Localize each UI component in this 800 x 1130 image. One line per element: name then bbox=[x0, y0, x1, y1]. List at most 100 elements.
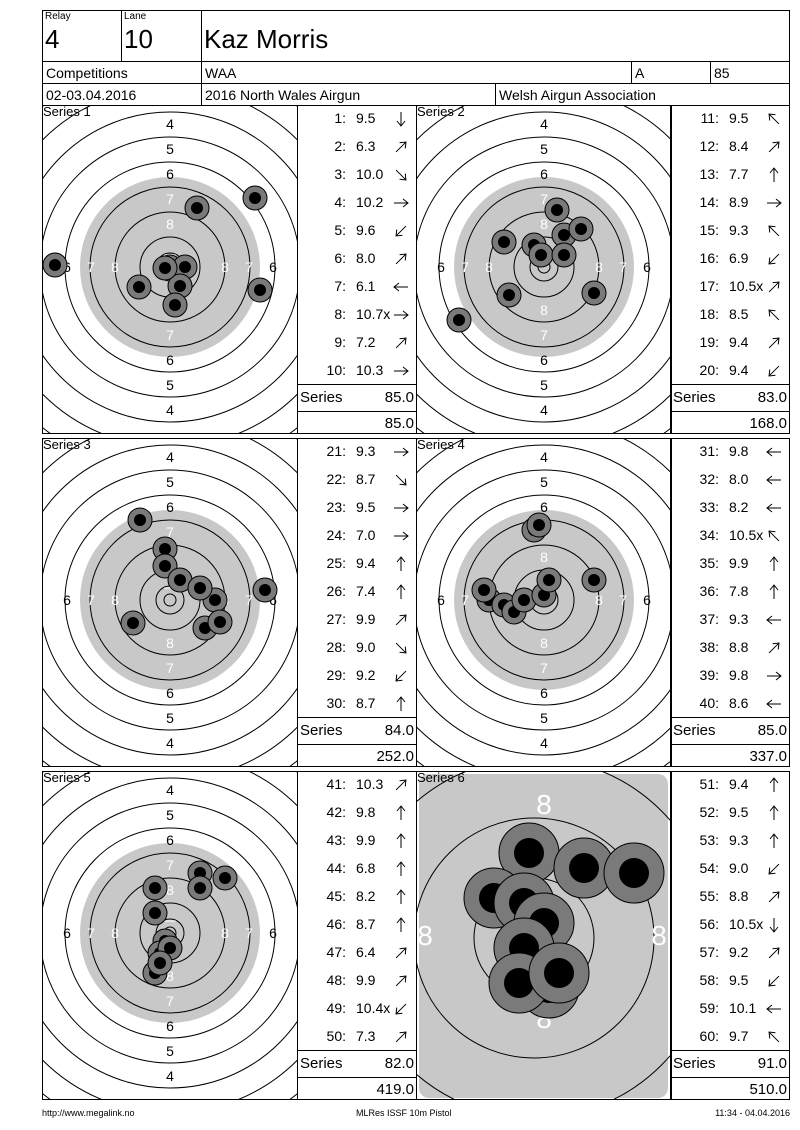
ring-number: 6 bbox=[166, 685, 174, 701]
shot-mark bbox=[496, 282, 522, 308]
target-panel-5: 4 4 5 5 6 6 7 7 8 8 6 7 8 8 7 6 Series 5 bbox=[42, 771, 298, 1100]
cumulative-total-row: 168.0 bbox=[670, 411, 790, 435]
direction-arrow-icon bbox=[395, 141, 407, 153]
shot-number: 44: bbox=[326, 860, 346, 876]
shot-number: 33: bbox=[699, 499, 719, 515]
series-label: Series 1 bbox=[43, 105, 91, 119]
direction-arrow-icon bbox=[767, 671, 782, 681]
shot-value: 8.0 bbox=[356, 250, 376, 266]
ring-number: 5 bbox=[166, 474, 174, 490]
direction-arrow-icon bbox=[396, 833, 406, 848]
ring-number: 5 bbox=[540, 474, 548, 490]
shot-number: 51: bbox=[699, 776, 719, 792]
shot-row: 45: 8.2 bbox=[298, 884, 416, 912]
shot-value: 9.4 bbox=[729, 334, 749, 350]
shot-row: 33: 8.2 bbox=[671, 495, 789, 523]
shot-mark bbox=[247, 277, 273, 303]
cumulative-total-row: 252.0 bbox=[297, 744, 417, 768]
series-total-value: 82.0 bbox=[384, 1055, 414, 1072]
ring-number: 6 bbox=[63, 925, 71, 941]
shot-number: 25: bbox=[326, 555, 346, 571]
direction-arrow-icon bbox=[394, 447, 409, 457]
shot-number: 52: bbox=[699, 804, 719, 820]
series-total-value: 84.0 bbox=[384, 722, 414, 739]
ring-number: 4 bbox=[166, 1068, 174, 1084]
direction-arrow-icon bbox=[769, 777, 779, 792]
shot-value: 9.0 bbox=[356, 639, 376, 655]
shot-row: 46: 8.7 bbox=[298, 912, 416, 940]
ring-number: 4 bbox=[166, 449, 174, 465]
shot-value: 7.4 bbox=[356, 583, 376, 599]
footer-url[interactable]: http://www.megalink.no bbox=[42, 1108, 135, 1118]
ring-number: 8 bbox=[221, 925, 229, 941]
direction-arrow-icon bbox=[396, 112, 406, 127]
shot-value: 9.5 bbox=[356, 110, 376, 126]
shot-number: 42: bbox=[326, 804, 346, 820]
shot-number: 57: bbox=[699, 944, 719, 960]
ring-number: 6 bbox=[540, 499, 548, 515]
shot-mark bbox=[526, 512, 552, 538]
direction-arrow-icon bbox=[768, 141, 780, 153]
shot-mark bbox=[126, 274, 152, 300]
ring-number: 6 bbox=[166, 832, 174, 848]
shot-value: 6.4 bbox=[356, 944, 376, 960]
direction-arrow-icon bbox=[394, 531, 409, 541]
cumulative-total-row: 419.0 bbox=[297, 1077, 417, 1101]
direction-arrow-icon bbox=[393, 282, 408, 292]
ring-number: 6 bbox=[643, 592, 651, 608]
shot-number: 4: bbox=[334, 194, 346, 210]
ring-number: 6 bbox=[166, 499, 174, 515]
shot-mark bbox=[544, 197, 570, 223]
shot-number: 36: bbox=[699, 583, 719, 599]
shot-row: 36: 7.8 bbox=[671, 579, 789, 607]
shot-value: 10.1 bbox=[729, 1000, 757, 1016]
shot-value: 9.4 bbox=[729, 362, 749, 378]
shot-value: 8.7 bbox=[356, 695, 376, 711]
direction-arrow-icon bbox=[396, 584, 406, 599]
shot-row: 11: 9.5 bbox=[671, 106, 789, 134]
series-total-row: Series 83.0 bbox=[670, 384, 790, 411]
direction-arrow-icon bbox=[768, 642, 780, 654]
shot-value: 9.3 bbox=[356, 443, 376, 459]
shot-value: 10.3 bbox=[356, 776, 384, 792]
direction-arrow-icon bbox=[395, 642, 407, 654]
shot-value: 9.0 bbox=[729, 860, 749, 876]
competition-code-cell: WAA bbox=[201, 61, 632, 84]
ring-number: 5 bbox=[540, 377, 548, 393]
ring-number: 4 bbox=[540, 449, 548, 465]
direction-arrow-icon bbox=[768, 281, 780, 293]
ring-number: 7 bbox=[166, 993, 174, 1009]
ring-number: 8 bbox=[595, 259, 603, 275]
direction-arrow-icon bbox=[394, 310, 409, 320]
shot-value: 8.6 bbox=[729, 695, 749, 711]
shot-row: 48: 9.9 bbox=[298, 968, 416, 996]
shot-number: 56: bbox=[699, 916, 719, 932]
class-score: 85 bbox=[714, 65, 730, 81]
direction-arrow-icon bbox=[395, 670, 407, 682]
series-total-label: Series bbox=[673, 389, 716, 406]
shot-value: 9.2 bbox=[356, 667, 376, 683]
shot-value: 9.5 bbox=[729, 804, 749, 820]
organizer-cell: Welsh Airgun Association bbox=[495, 83, 790, 106]
shot-value: 9.3 bbox=[729, 832, 749, 848]
shot-mark bbox=[446, 307, 472, 333]
shot-row: 40: 8.6 bbox=[671, 691, 789, 719]
direction-arrow-icon bbox=[396, 696, 406, 711]
ring-number: 8 bbox=[540, 549, 548, 565]
shot-mark bbox=[187, 875, 213, 901]
direction-arrow-icon bbox=[769, 167, 779, 182]
shot-value: 10.7x bbox=[356, 306, 391, 322]
ring-number: 8 bbox=[166, 635, 174, 651]
shot-value: 9.6 bbox=[356, 222, 376, 238]
shot-number: 2: bbox=[334, 138, 346, 154]
shot-value: 9.9 bbox=[729, 555, 749, 571]
shot-mark bbox=[187, 575, 213, 601]
direction-arrow-icon bbox=[396, 861, 406, 876]
shot-row: 26: 7.4 bbox=[298, 579, 416, 607]
shot-list-2: 11: 9.5 12: 8.4 13: 7.7 14: 8.9 15: 9.3 16: 6.9 17: 1… bbox=[670, 105, 790, 434]
shot-value: 8.2 bbox=[729, 499, 749, 515]
ring-number: 4 bbox=[166, 402, 174, 418]
shot-value: 8.0 bbox=[729, 471, 749, 487]
cumulative-total-row: 85.0 bbox=[297, 411, 417, 435]
